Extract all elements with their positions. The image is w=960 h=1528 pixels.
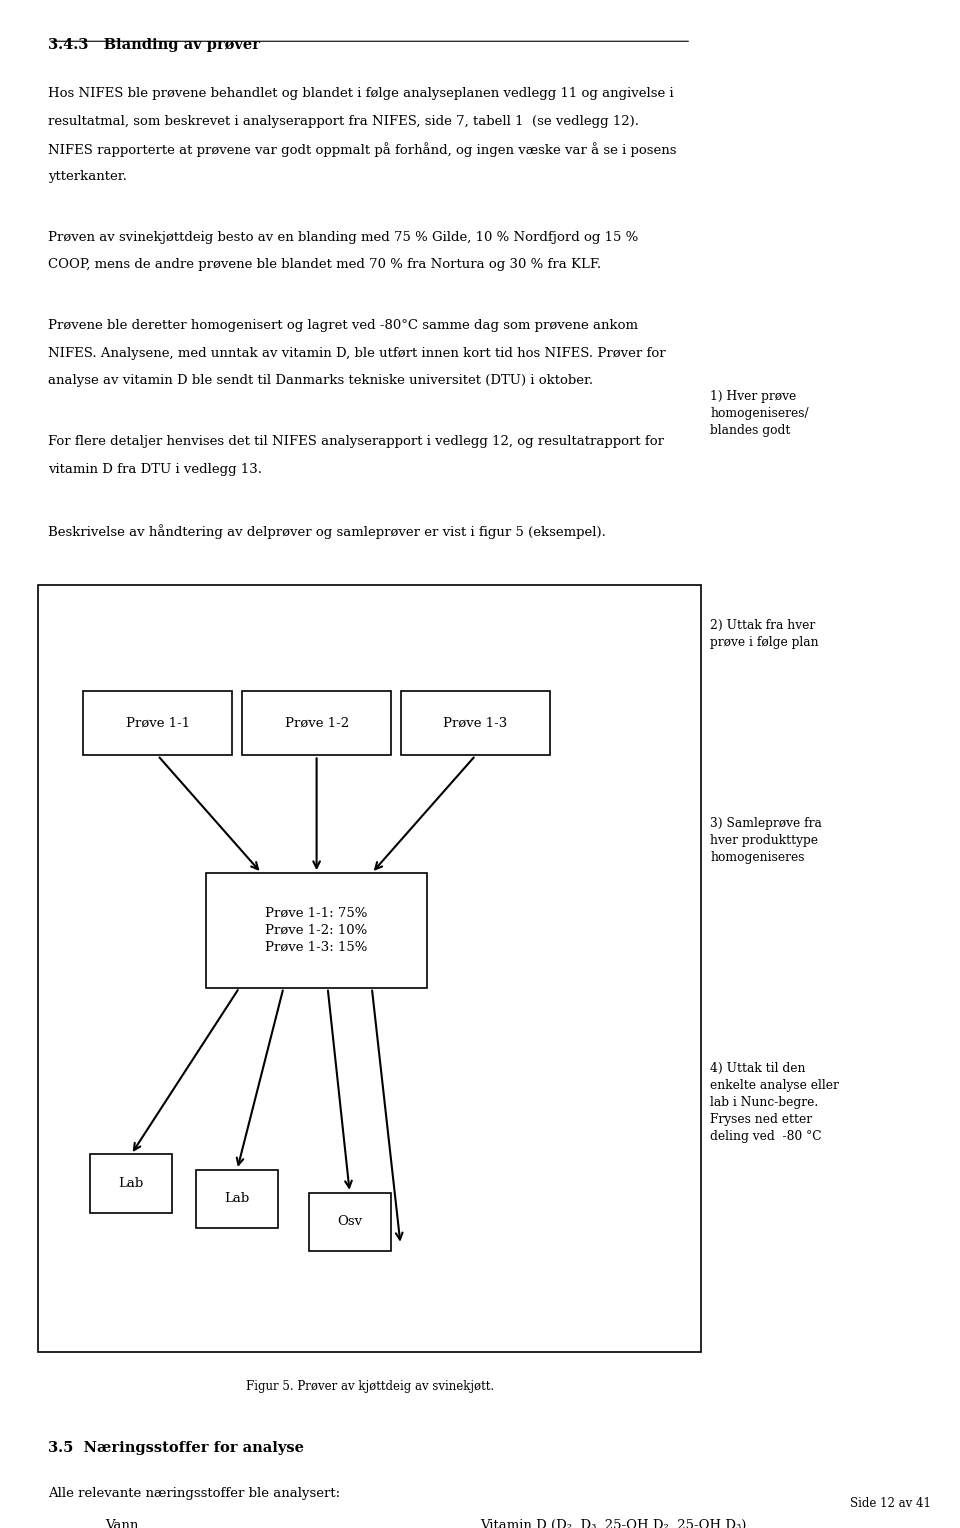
Text: 4) Uttak til den
enkelte analyse eller
lab i Nunc-begre.
Fryses ned etter
deling: 4) Uttak til den enkelte analyse eller l… xyxy=(710,1062,839,1143)
FancyBboxPatch shape xyxy=(206,872,427,987)
FancyBboxPatch shape xyxy=(90,1155,172,1213)
FancyBboxPatch shape xyxy=(309,1193,391,1251)
Text: ytterkanter.: ytterkanter. xyxy=(48,170,127,183)
Text: 3) Samleprøve fra
hver produkttype
homogeniseres: 3) Samleprøve fra hver produkttype homog… xyxy=(710,817,823,865)
FancyBboxPatch shape xyxy=(401,691,550,755)
Text: Prøve 1-3: Prøve 1-3 xyxy=(444,717,508,730)
Text: Vann: Vann xyxy=(106,1519,139,1528)
Text: For flere detaljer henvises det til NIFES analyserapport i vedlegg 12, og result: For flere detaljer henvises det til NIFE… xyxy=(48,435,664,449)
FancyBboxPatch shape xyxy=(196,1170,278,1229)
Text: Figur 5. Prøver av kjøttdeig av svinekjøtt.: Figur 5. Prøver av kjøttdeig av svinekjø… xyxy=(246,1380,493,1394)
Text: 1) Hver prøve
homogeniseres/
blandes godt: 1) Hver prøve homogeniseres/ blandes god… xyxy=(710,390,809,437)
Text: Prøve 1-1: 75%
Prøve 1-2: 10%
Prøve 1-3: 15%: Prøve 1-1: 75% Prøve 1-2: 10% Prøve 1-3:… xyxy=(265,908,368,953)
Text: Prøven av svinekjøttdeig besto av en blanding med 75 % Gilde, 10 % Nordfjord og : Prøven av svinekjøttdeig besto av en bla… xyxy=(48,231,638,244)
Text: NIFES. Analysene, med unntak av vitamin D, ble utført innen kort tid hos NIFES. : NIFES. Analysene, med unntak av vitamin … xyxy=(48,347,665,361)
Text: Prøve 1-2: Prøve 1-2 xyxy=(284,717,348,730)
Text: Alle relevante næringsstoffer ble analysert:: Alle relevante næringsstoffer ble analys… xyxy=(48,1487,340,1500)
FancyBboxPatch shape xyxy=(38,585,701,1352)
Text: Side 12 av 41: Side 12 av 41 xyxy=(851,1496,931,1510)
Text: analyse av vitamin D ble sendt til Danmarks tekniske universitet (DTU) i oktober: analyse av vitamin D ble sendt til Danma… xyxy=(48,374,593,388)
Text: Vitamin D (D₂, D₃, 25-OH D₂, 25-OH D₃): Vitamin D (D₂, D₃, 25-OH D₂, 25-OH D₃) xyxy=(480,1519,746,1528)
Text: Prøve 1-1: Prøve 1-1 xyxy=(126,717,190,730)
Text: 2) Uttak fra hver
prøve i følge plan: 2) Uttak fra hver prøve i følge plan xyxy=(710,619,819,649)
Text: 3.5  Næringsstoffer for analyse: 3.5 Næringsstoffer for analyse xyxy=(48,1441,304,1455)
Text: Hos NIFES ble prøvene behandlet og blandet i følge analyseplanen vedlegg 11 og a: Hos NIFES ble prøvene behandlet og bland… xyxy=(48,87,674,101)
Text: resultatmal, som beskrevet i analyserapport fra NIFES, side 7, tabell 1  (se ved: resultatmal, som beskrevet i analyserapp… xyxy=(48,115,639,128)
Text: COOP, mens de andre prøvene ble blandet med 70 % fra Nortura og 30 % fra KLF.: COOP, mens de andre prøvene ble blandet … xyxy=(48,258,601,272)
Text: Osv: Osv xyxy=(337,1215,362,1229)
Text: 3.4.3   Blanding av prøver: 3.4.3 Blanding av prøver xyxy=(48,38,260,52)
Text: Beskrivelse av håndtering av delprøver og samleprøver er vist i figur 5 (eksempe: Beskrivelse av håndtering av delprøver o… xyxy=(48,524,606,539)
Text: Prøvene ble deretter homogenisert og lagret ved -80°C samme dag som prøvene anko: Prøvene ble deretter homogenisert og lag… xyxy=(48,319,638,333)
FancyBboxPatch shape xyxy=(242,691,391,755)
Text: Lab: Lab xyxy=(118,1177,144,1190)
Text: vitamin D fra DTU i vedlegg 13.: vitamin D fra DTU i vedlegg 13. xyxy=(48,463,262,477)
FancyBboxPatch shape xyxy=(84,691,232,755)
Text: NIFES rapporterte at prøvene var godt oppmalt på forhånd, og ingen væske var å s: NIFES rapporterte at prøvene var godt op… xyxy=(48,142,677,157)
Text: Lab: Lab xyxy=(225,1192,250,1206)
